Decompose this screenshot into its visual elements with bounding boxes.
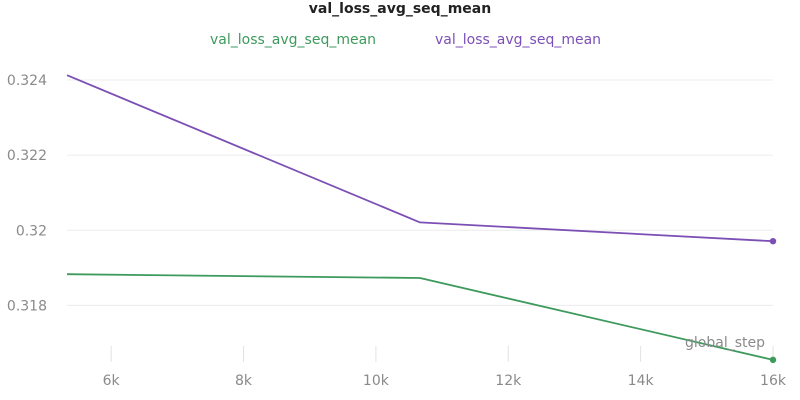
y-tick-label: 0.324 xyxy=(7,73,47,89)
x-tick-label: 8k xyxy=(235,373,253,389)
legend-entry-series-2[interactable]: val_loss_avg_seq_mean xyxy=(435,32,602,48)
series-line-2[interactable] xyxy=(66,74,774,243)
series-line-1[interactable] xyxy=(66,273,774,361)
series-point-1[interactable] xyxy=(769,356,777,364)
y-tick-label: 0.322 xyxy=(7,148,47,164)
x-tick-label: 6k xyxy=(103,373,121,389)
y-tick-label: 0.32 xyxy=(16,223,47,239)
y-tick-label: 0.318 xyxy=(7,298,47,314)
x-axis-label: global_step xyxy=(685,335,765,351)
x-tick-label: 14k xyxy=(628,373,655,389)
x-tick-label: 16k xyxy=(760,373,787,389)
x-tick-label: 12k xyxy=(495,373,522,389)
x-tick-label: 10k xyxy=(363,373,390,389)
chart-title: val_loss_avg_seq_mean xyxy=(308,1,492,17)
series-point-2[interactable] xyxy=(769,237,777,245)
legend-entry-series-1[interactable]: val_loss_avg_seq_mean xyxy=(210,32,377,48)
